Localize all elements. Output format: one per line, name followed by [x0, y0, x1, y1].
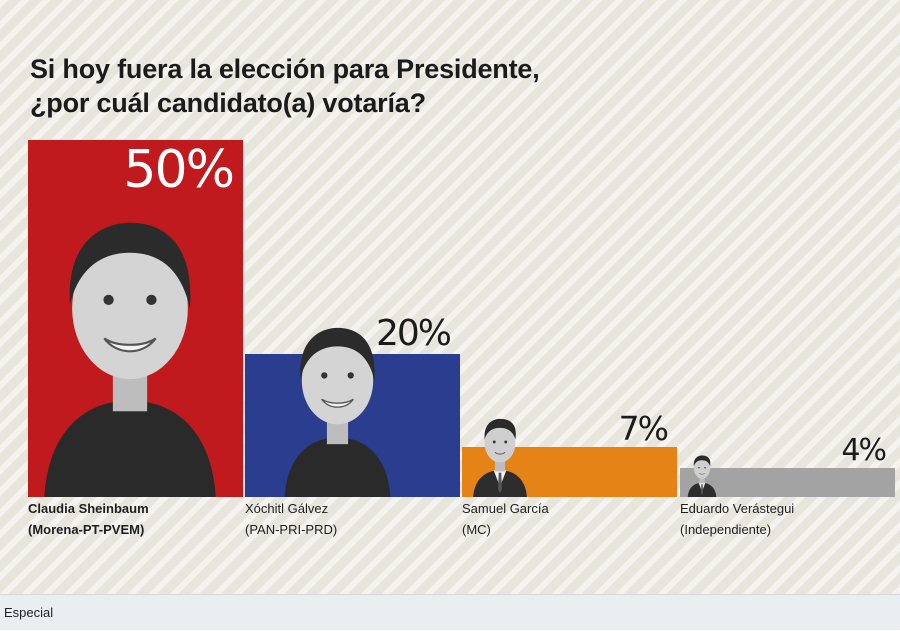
- category-label: Eduardo Verástegui (Independiente): [680, 498, 794, 540]
- party-label: (MC): [462, 522, 491, 537]
- candidate-photo: [685, 440, 719, 497]
- value-label: 4%: [841, 433, 887, 469]
- category-label: Xóchitl Gálvez (PAN-PRI-PRD): [245, 498, 337, 540]
- chart-subtitle: ¿por cuál candidato(a) votaría?: [30, 88, 426, 118]
- category-label: Claudia Sheinbaum (Morena-PT-PVEM): [28, 498, 149, 540]
- candidate-name: Eduardo Verástegui: [680, 501, 795, 516]
- party-label: (PAN-PRI-PRD): [245, 522, 338, 537]
- candidate-name: Claudia Sheinbaum: [28, 501, 149, 516]
- value-label: 20%: [375, 313, 452, 355]
- candidate-photo: [250, 312, 425, 497]
- chart-canvas: Si hoy fuera la elección para Presidente…: [0, 0, 900, 594]
- category-label: Samuel García (MC): [462, 498, 549, 540]
- candidate-name: Samuel García: [462, 501, 549, 516]
- party-label: (Morena-PT-PVEM): [28, 522, 145, 537]
- photo-credit: Especial: [0, 594, 900, 630]
- candidate-photo: [10, 197, 250, 497]
- bar: [680, 468, 895, 497]
- value-label: 50%: [123, 140, 235, 200]
- value-label: 7%: [618, 409, 669, 449]
- party-label: (Independiente): [680, 522, 772, 537]
- candidate-name: Xóchitl Gálvez: [245, 501, 329, 516]
- chart-title: Si hoy fuera la elección para Presidente…: [30, 54, 540, 84]
- candidate-photo: [468, 397, 532, 497]
